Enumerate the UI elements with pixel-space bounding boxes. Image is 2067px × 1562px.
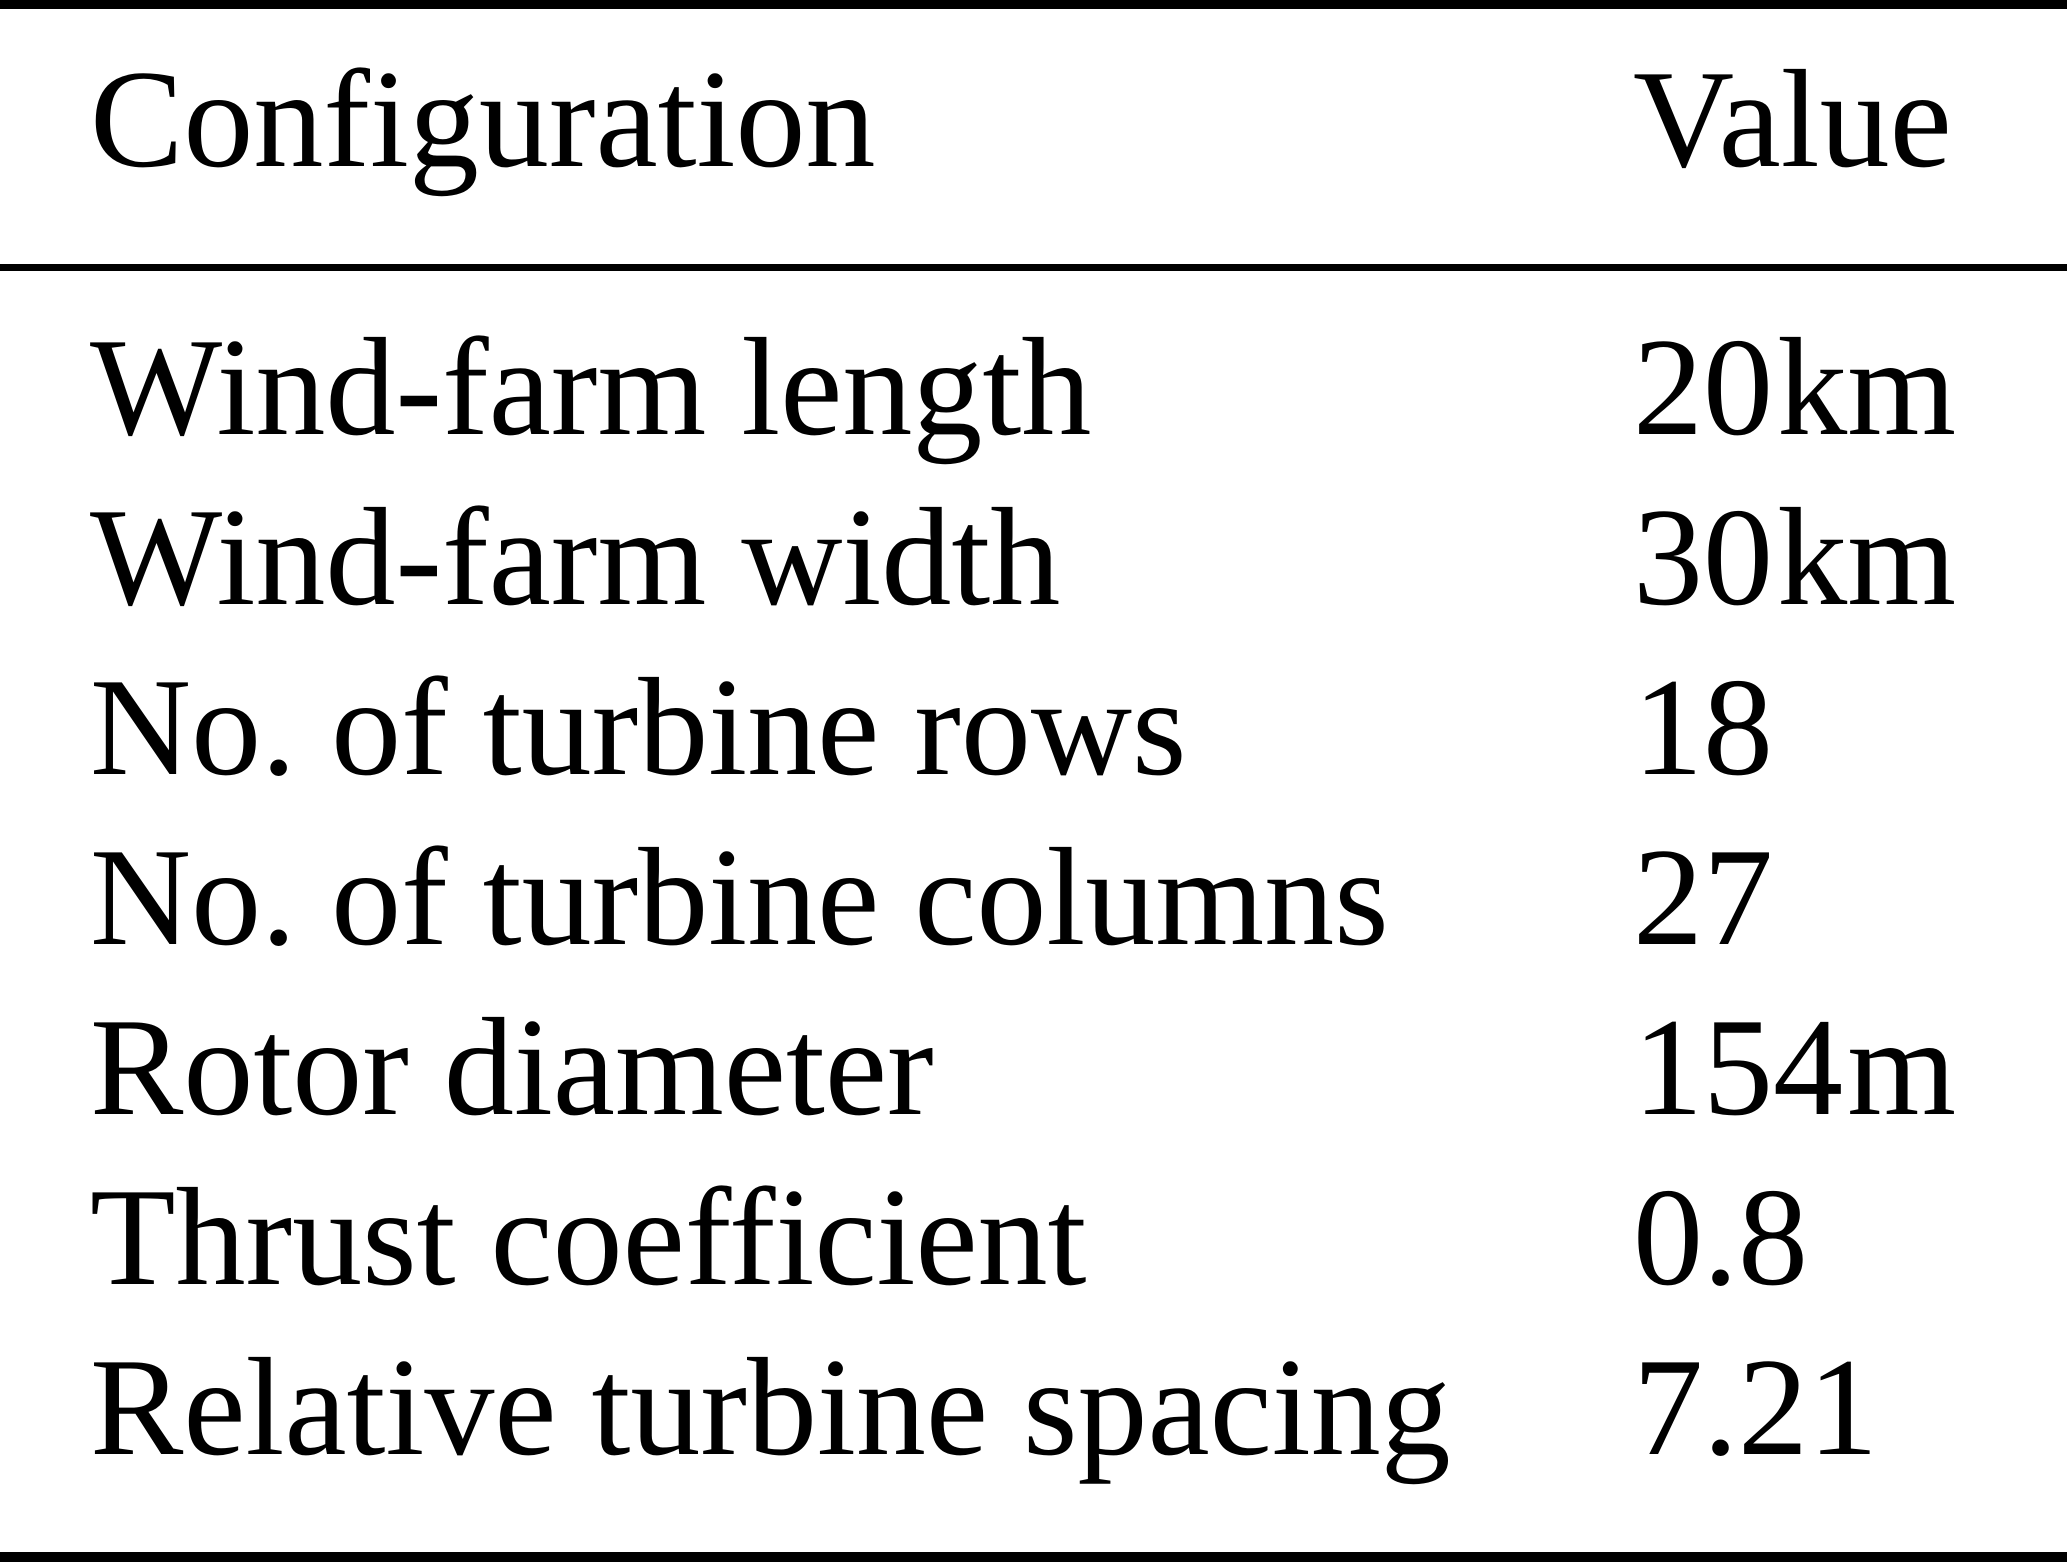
row-label-wind-farm-width: Wind-farm width — [90, 480, 1061, 635]
row-label-thrust-coefficient: Thrust coefficient — [90, 1160, 1087, 1315]
row-label-wind-farm-length: Wind-farm length — [90, 310, 1092, 465]
row-value-relative-turbine-spacing: 7.21 — [1633, 1330, 1878, 1485]
row-label-turbine-columns: No. of turbine columns — [90, 820, 1389, 975]
row-value-turbine-columns: 27 — [1633, 820, 1773, 975]
row-label-turbine-rows: No. of turbine rows — [90, 650, 1187, 805]
row-value-wind-farm-width: 30 km — [1633, 480, 1957, 635]
row-value-rotor-diameter: 154 m — [1633, 990, 1957, 1145]
row-label-rotor-diameter: Rotor diameter — [90, 990, 934, 1145]
column-header-configuration: Configuration — [90, 42, 876, 197]
row-value-turbine-rows: 18 — [1633, 650, 1773, 805]
table-bottom-rule — [0, 1552, 2067, 1562]
table-header-rule — [0, 264, 2067, 271]
row-value-wind-farm-length: 20 km — [1633, 310, 1957, 465]
row-label-relative-turbine-spacing: Relative turbine spacing — [90, 1330, 1451, 1485]
column-header-value: Value — [1633, 42, 1952, 197]
row-value-thrust-coefficient: 0.8 — [1633, 1160, 1808, 1315]
table-top-rule — [0, 0, 2067, 9]
